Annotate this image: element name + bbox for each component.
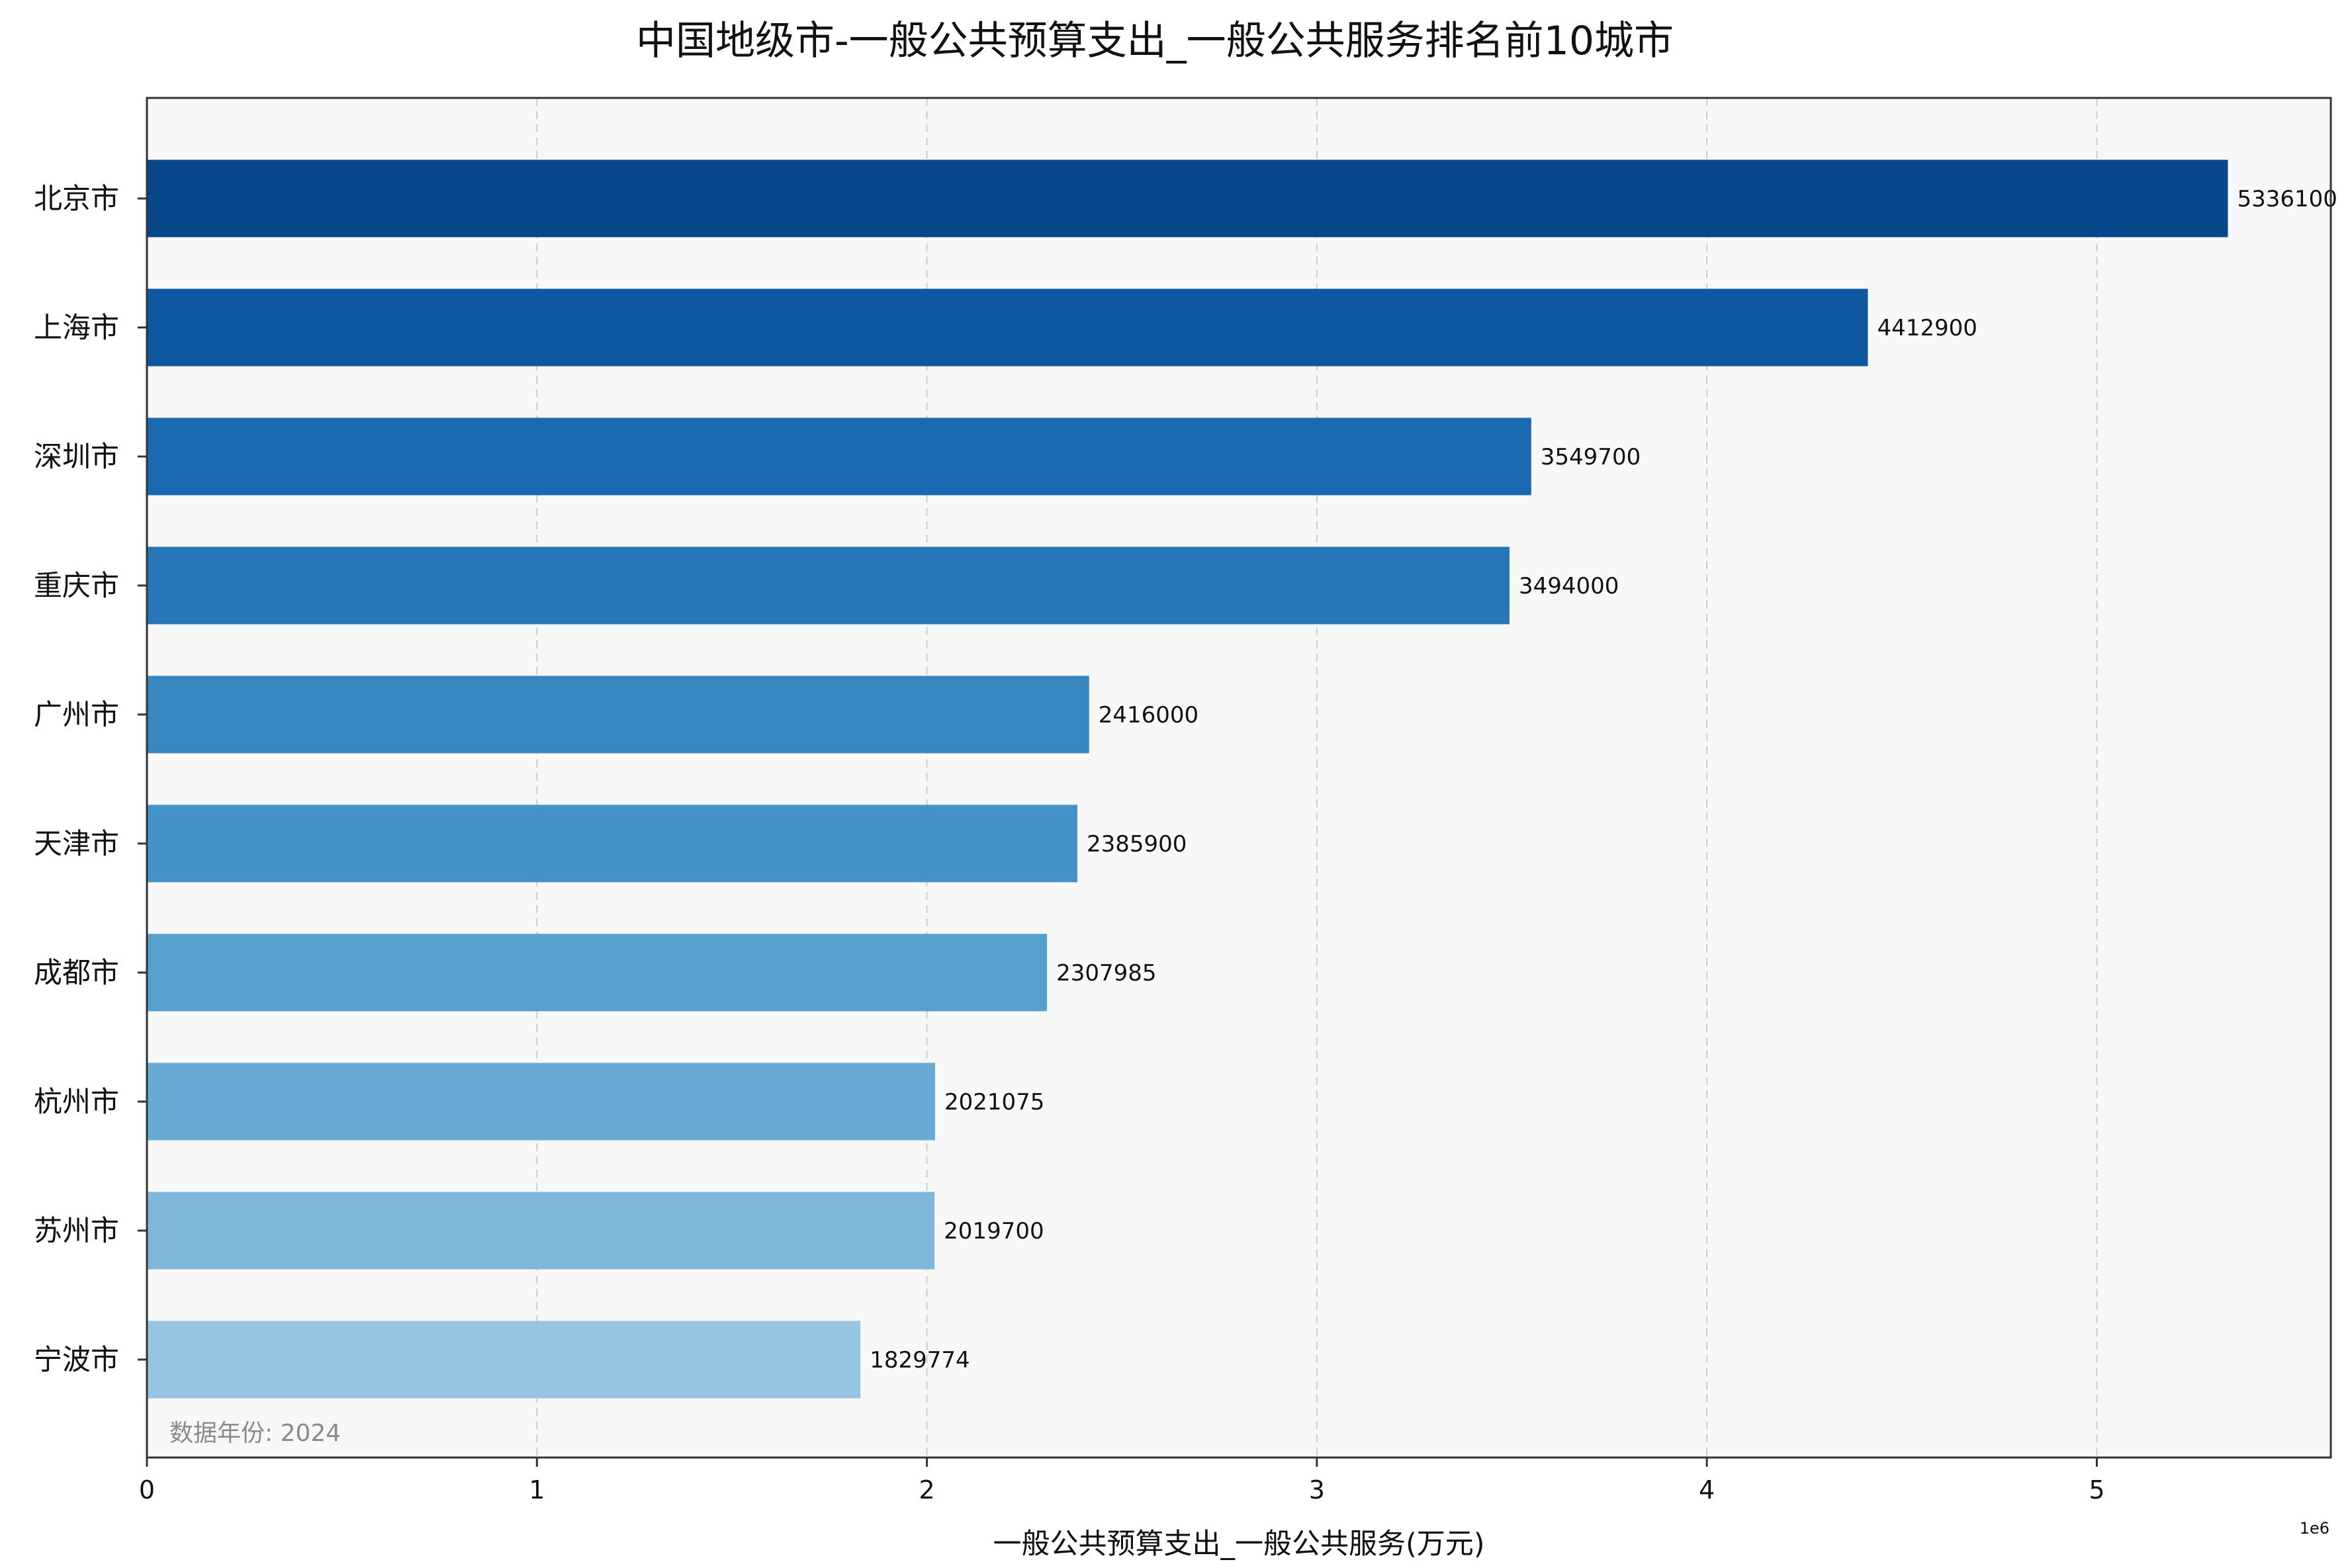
bar-value-label: 2385900 — [1087, 831, 1187, 857]
bars — [147, 159, 2228, 1399]
y-tick-label: 重庆市 — [34, 570, 119, 603]
bar-value-label: 3549700 — [1541, 444, 1641, 470]
bar — [147, 1063, 935, 1141]
x-tick-label: 3 — [1309, 1475, 1325, 1504]
bar — [147, 675, 1089, 754]
bar-value-label: 3494000 — [1519, 573, 1619, 599]
x-axis: 0 1 2 3 4 5 — [139, 1458, 2105, 1504]
y-tick-label: 杭州市 — [34, 1086, 119, 1119]
x-tick-label: 1 — [529, 1475, 545, 1504]
bar — [147, 1192, 935, 1270]
value-labels: 5336100 4412900 3549700 3494000 2416000 23859… — [870, 186, 2337, 1373]
y-tick-label: 苏州市 — [34, 1215, 119, 1248]
chart-title: 中国地级市-一般公共预算支出_一般公共服务排名前10城市 — [636, 18, 1674, 64]
bar-value-label: 1829774 — [870, 1347, 970, 1373]
bar-value-label: 5336100 — [2237, 186, 2337, 212]
data-year-annotation: 数据年份: 2024 — [169, 1420, 341, 1447]
x-tick-label: 5 — [2089, 1475, 2104, 1504]
bar — [147, 546, 1510, 625]
bar — [147, 934, 1048, 1012]
bar-value-label: 2307985 — [1056, 960, 1156, 986]
y-tick-label: 北京市 — [34, 183, 119, 216]
bar — [147, 805, 1077, 883]
y-tick-label: 天津市 — [34, 828, 119, 861]
plot-frame — [146, 97, 2332, 1459]
bar-value-label: 4412900 — [1877, 315, 1977, 341]
x-tick-label: 2 — [919, 1475, 934, 1504]
y-tick-label: 宁波市 — [34, 1344, 119, 1377]
y-tick-label: 深圳市 — [34, 441, 119, 474]
y-tick-label: 上海市 — [34, 312, 119, 345]
bar — [147, 417, 1531, 496]
x-axis-label: 一般公共预算支出_一般公共服务(万元) — [993, 1528, 1484, 1561]
y-tick-label: 成都市 — [34, 957, 119, 990]
x-tick-label: 4 — [1699, 1475, 1715, 1504]
x-axis-offset-label: 1e6 — [2300, 1519, 2329, 1538]
bar — [147, 1321, 861, 1399]
x-tick-label: 0 — [139, 1475, 155, 1504]
bar — [147, 288, 1868, 367]
bar-value-label: 2416000 — [1099, 702, 1198, 728]
bar-value-label: 2021075 — [944, 1089, 1044, 1115]
bar — [147, 159, 2228, 238]
bar-value-label: 2019700 — [944, 1218, 1044, 1244]
y-tick-label: 广州市 — [34, 699, 119, 732]
